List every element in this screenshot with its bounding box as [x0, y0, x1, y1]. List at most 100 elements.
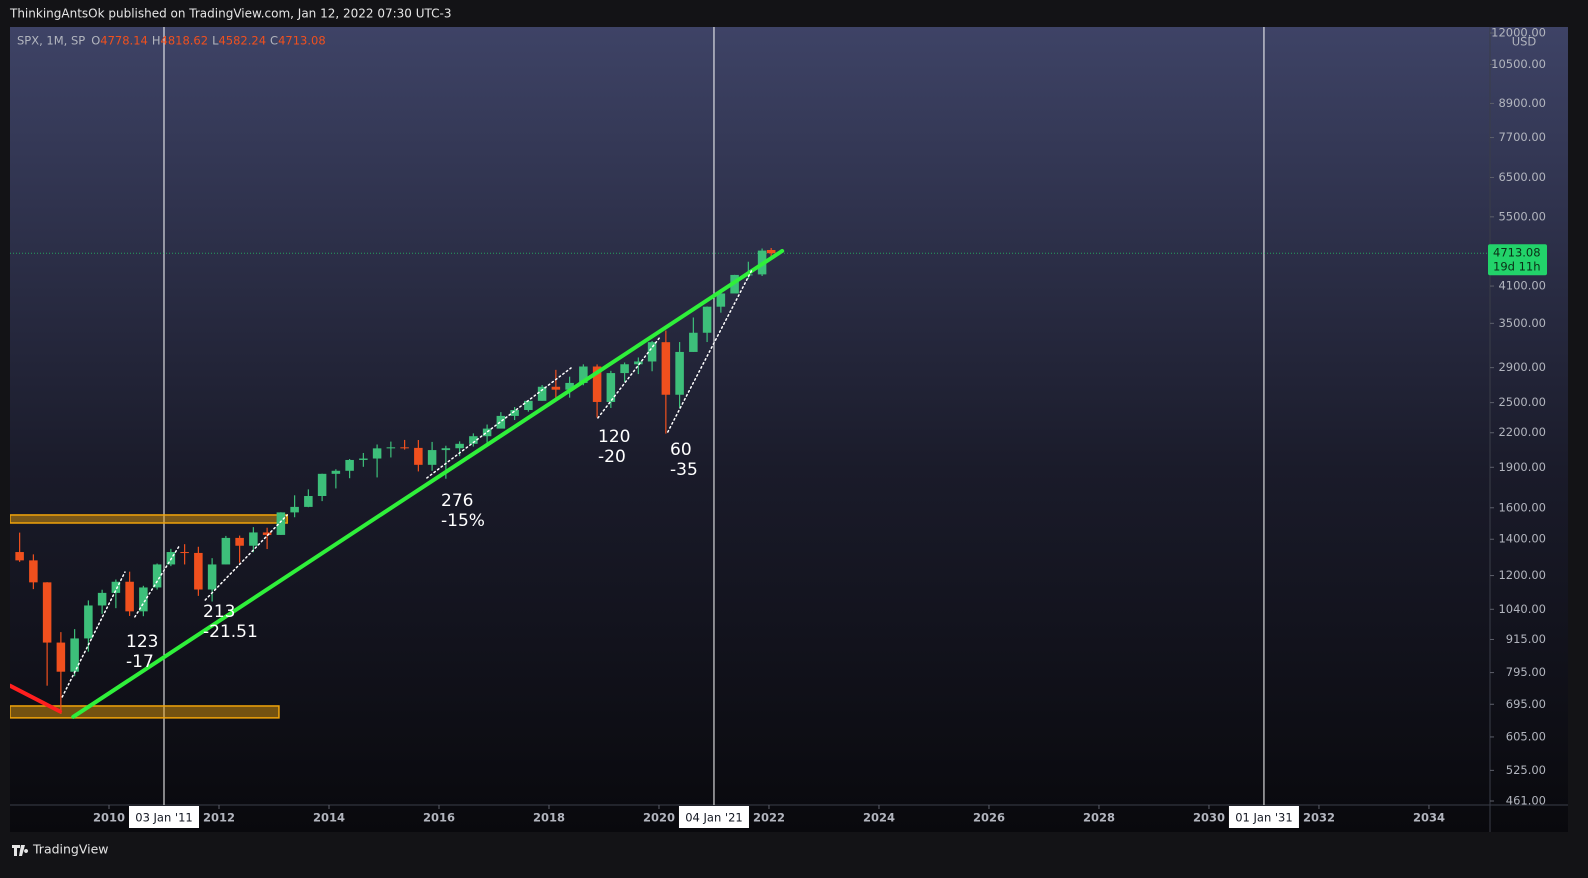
candle-body	[139, 587, 148, 612]
candle-body	[111, 581, 121, 593]
annotation: -21.51	[203, 622, 258, 642]
x-tick-label: 2016	[423, 811, 455, 825]
y-tick-label: 1040.00	[1498, 602, 1546, 616]
y-unit: USD	[1512, 35, 1537, 49]
ohlc-key: O	[91, 34, 100, 48]
annotation: 213	[203, 602, 235, 622]
marker-label-bg	[1228, 806, 1299, 828]
candle-body	[427, 450, 437, 465]
annotation: -15%	[441, 511, 485, 531]
x-tick-label: 2014	[313, 811, 345, 825]
candle-body	[331, 470, 341, 474]
header-text: ThinkingAntsOk published on TradingView.…	[9, 7, 452, 21]
trend-line	[10, 683, 63, 714]
candle-body	[372, 448, 382, 459]
marker-label-bg	[128, 806, 199, 828]
candle-body	[304, 496, 313, 507]
candle-body	[565, 382, 574, 390]
annotation: 60	[670, 440, 692, 460]
brand: TradingView	[32, 842, 109, 857]
candle-body	[469, 436, 478, 444]
dotted-line	[204, 514, 288, 601]
candle-body	[317, 473, 327, 497]
candle-body	[634, 361, 643, 365]
candle-body	[414, 447, 423, 465]
candle-body	[97, 592, 107, 606]
chart-bg	[10, 27, 1568, 832]
marker-label: 03 Jan '11	[135, 811, 192, 825]
y-tick-label: 2200.00	[1498, 425, 1546, 439]
legend: SPX, 1M, SP O 4778.14 H 4818.62 L 4582.24 C 471…	[17, 34, 326, 48]
candle-body	[689, 332, 698, 352]
candle-body	[180, 552, 189, 554]
dotted-line	[61, 571, 126, 698]
candle-body	[441, 448, 451, 451]
ohlc-key: H	[152, 34, 161, 48]
x-tick-label: 2012	[203, 811, 235, 825]
candle-body	[84, 605, 93, 639]
plot	[10, 27, 1490, 805]
y-tick-label: 12000.00	[1491, 26, 1546, 40]
trend-line	[71, 248, 785, 719]
y-tick-label: 1600.00	[1498, 500, 1546, 514]
annotation: -17	[126, 652, 154, 672]
y-tick-label: 10500.00	[1491, 57, 1546, 71]
y-tick-label: 695.00	[1506, 697, 1546, 711]
annotation: 120	[598, 427, 630, 447]
y-tick-label: 2500.00	[1498, 395, 1546, 409]
candle-body	[400, 447, 409, 449]
zone	[10, 514, 288, 524]
candle-body	[386, 447, 396, 449]
ohlc-value: 4818.62	[161, 34, 209, 48]
candle-body	[537, 386, 547, 401]
annotation: 276	[441, 491, 473, 511]
y-tick-label: 915.00	[1506, 632, 1546, 646]
ohlc-key: C	[270, 34, 278, 48]
candle-body	[606, 373, 616, 402]
y-tick-label: 1400.00	[1498, 532, 1546, 546]
last-price-label: 4713.08	[1493, 246, 1541, 260]
candle-body	[276, 512, 286, 535]
candle-body	[194, 552, 203, 590]
y-tick-label: 1200.00	[1498, 568, 1546, 582]
annotation: 123	[126, 632, 158, 652]
candle-body	[766, 249, 776, 254]
x-tick-label: 2030	[1193, 811, 1225, 825]
candle-body	[262, 532, 272, 535]
y-tick-label: 605.00	[1506, 729, 1546, 743]
candle-body	[496, 415, 506, 429]
ohlc-value: 4713.08	[278, 34, 326, 48]
ohlc-key: L	[212, 34, 219, 48]
candle-body	[675, 351, 684, 395]
candle-body	[290, 506, 299, 513]
y-tick-label: 2900.00	[1498, 360, 1546, 374]
y-tick-label: 461.00	[1506, 794, 1546, 808]
x-tick-label: 2028	[1083, 811, 1115, 825]
candle-body	[249, 532, 258, 546]
x-tick-label: 2024	[863, 811, 895, 825]
marker-label-bg	[678, 806, 749, 828]
candle-body	[125, 581, 134, 612]
overlay: 461.00 525.00 605.00 695.00 795.00 915.00 1040…	[93, 26, 1547, 828]
candle-body	[510, 409, 519, 416]
candle-body	[647, 342, 657, 362]
candle-body	[716, 293, 726, 307]
candle-body	[29, 560, 38, 583]
y-tick-label: 3500.00	[1498, 316, 1546, 330]
countdown: 19d 11h	[1493, 260, 1541, 274]
dotted-line	[597, 336, 661, 419]
ohlc-value: 4582.24	[218, 34, 266, 48]
candle-body	[42, 582, 52, 643]
candle-body	[207, 564, 217, 590]
y-tick-label: 5500.00	[1498, 209, 1546, 223]
candle-body	[551, 386, 561, 390]
y-tick-label: 4100.00	[1498, 279, 1546, 293]
y-tick-label: 8900.00	[1498, 96, 1546, 110]
y-tick-label: 7700.00	[1498, 130, 1546, 144]
marker-label: 04 Jan '21	[685, 811, 742, 825]
candle-body	[620, 364, 629, 374]
y-tick-label: 525.00	[1506, 763, 1546, 777]
dotted-line	[667, 269, 753, 433]
candle-body	[592, 366, 602, 402]
